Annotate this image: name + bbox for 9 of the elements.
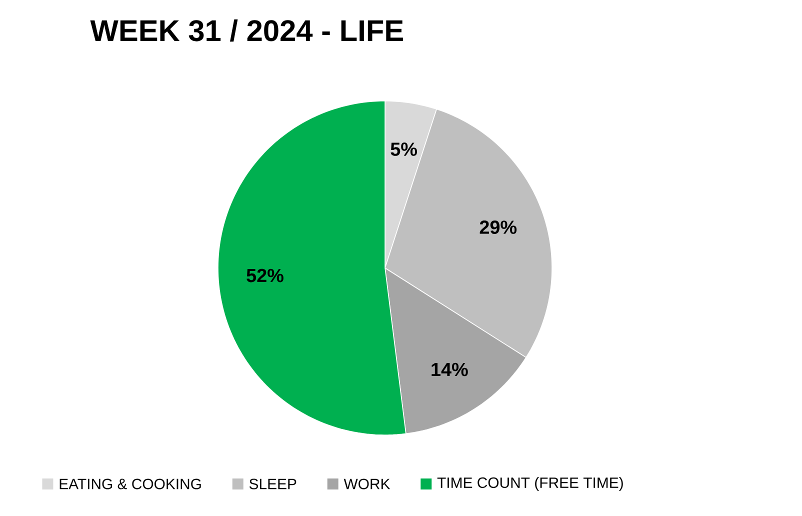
- legend-label: EATING & COOKING: [60, 478, 201, 490]
- legend-label: WORK: [344, 478, 390, 490]
- data-label: 14%: [432, 362, 468, 376]
- data-label: 52%: [246, 268, 284, 282]
- data-label: 29%: [480, 220, 517, 234]
- legend-label: TIME COUNT (FREE TIME): [437, 477, 623, 491]
- legend-label: SLEEP: [249, 478, 296, 490]
- data-label: 5%: [390, 142, 417, 156]
- chart-title: WEEK 31 / 2024 - LIFE: [90, 19, 403, 42]
